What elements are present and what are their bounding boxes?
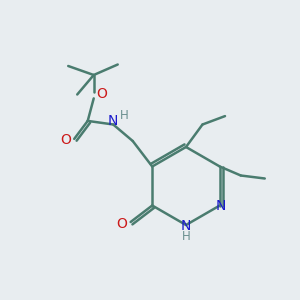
- Text: H: H: [120, 109, 129, 122]
- Text: O: O: [60, 134, 71, 147]
- Text: O: O: [116, 217, 127, 230]
- Text: N: N: [216, 199, 226, 212]
- Text: N: N: [108, 114, 119, 128]
- Text: O: O: [97, 87, 108, 101]
- Text: N: N: [181, 220, 191, 233]
- Text: H: H: [182, 230, 190, 243]
